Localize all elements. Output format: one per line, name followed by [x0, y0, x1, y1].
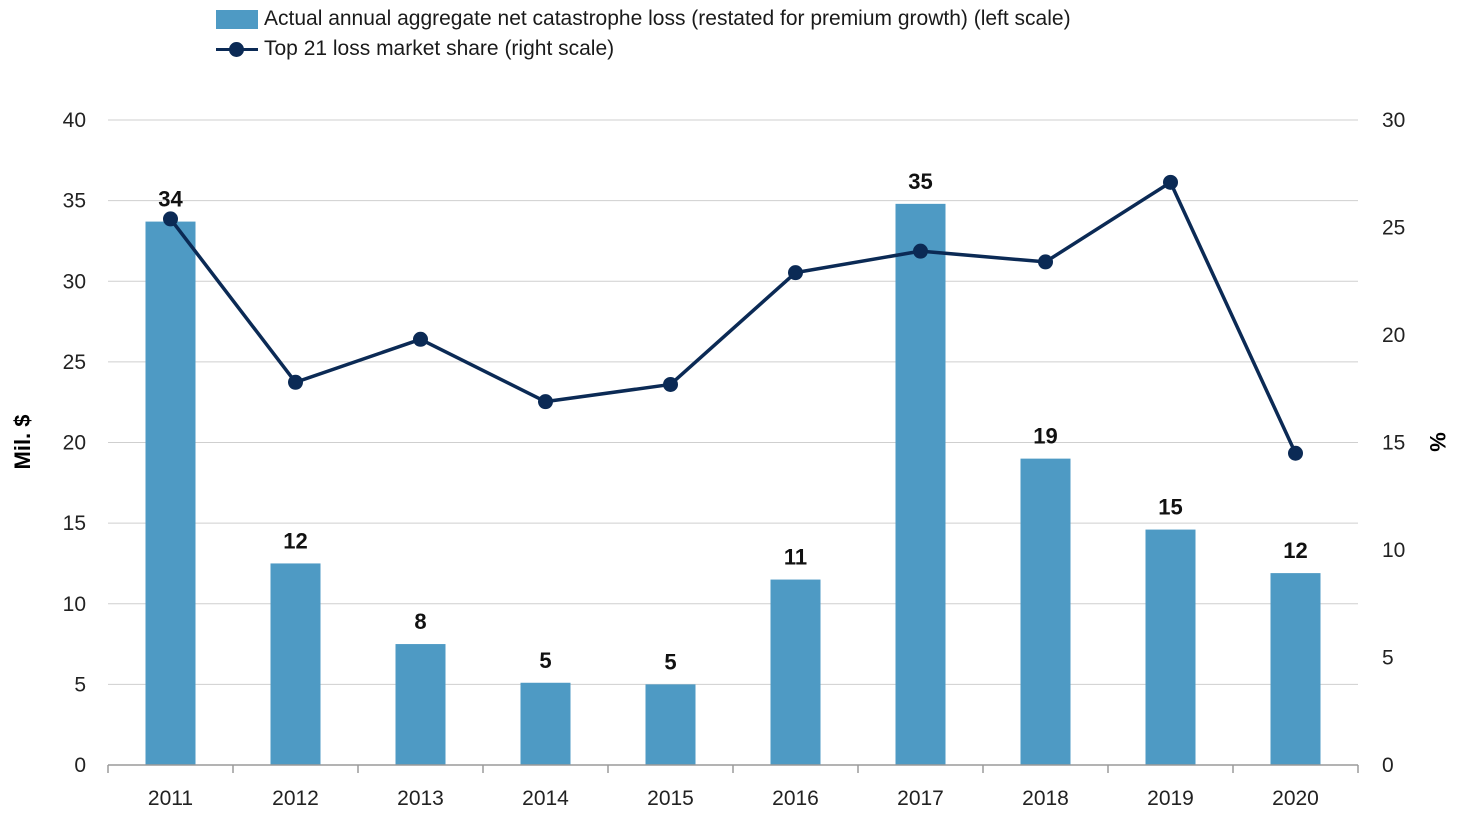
x-tick-label: 2018	[1022, 787, 1069, 810]
x-tick-label: 2011	[148, 787, 193, 810]
bar-data-label: 19	[1033, 424, 1057, 449]
y2-tick-label: 10	[1382, 539, 1405, 562]
x-tick-label: 2016	[772, 787, 819, 810]
bar-data-label: 12	[1283, 538, 1307, 563]
y-tick-label: 0	[74, 754, 86, 777]
y2-tick-label: 5	[1382, 647, 1394, 670]
line-point	[538, 394, 553, 410]
bar	[895, 203, 946, 766]
bar-data-label: 15	[1158, 495, 1182, 520]
x-tick-label: 2019	[1147, 787, 1194, 810]
y-tick-label: 30	[63, 270, 86, 293]
bar	[1270, 573, 1321, 765]
axes: 0 5 10 15 20 25 30 35 40 0 5 10 15 20 25 30 2011 2012 2013…	[63, 109, 1406, 810]
line-point	[288, 374, 303, 390]
line-marker-icon	[216, 40, 258, 59]
bar	[1020, 458, 1071, 765]
bar-data-label: 8	[414, 609, 426, 634]
bar	[770, 579, 821, 765]
bar	[645, 684, 696, 765]
y2-tick-label: 20	[1382, 324, 1405, 347]
y2-tick-label: 0	[1382, 754, 1394, 777]
y2-tick-label: 15	[1382, 432, 1405, 455]
bar-swatch-icon	[216, 9, 258, 29]
legend-bar-label: Actual annual aggregate net catastrophe …	[264, 7, 1071, 30]
y-axis-title: Mil. $	[10, 414, 35, 469]
bar	[1145, 529, 1196, 765]
bar	[145, 221, 196, 765]
y-tick-label: 15	[63, 512, 86, 535]
y-tick-label: 35	[63, 190, 86, 213]
y-tick-label: 20	[63, 432, 86, 455]
line-series	[163, 174, 1303, 461]
y2-tick-label: 30	[1382, 109, 1405, 132]
bar-data-label: 34	[158, 187, 183, 212]
bar-data-label: 11	[784, 545, 807, 570]
series-line	[169, 180, 1298, 454]
bar-data-label: 5	[664, 649, 676, 674]
bar-data-label: 12	[283, 528, 307, 553]
x-tick-label: 2020	[1272, 787, 1319, 810]
gridlines	[108, 119, 1358, 685]
bar-data-label: 35	[908, 169, 932, 194]
y-tick-label: 40	[63, 109, 86, 132]
x-tick-label: 2017	[897, 787, 944, 810]
x-tick-label: 2014	[522, 787, 569, 810]
line-point	[163, 211, 178, 227]
legend: Actual annual aggregate net catastrophe …	[216, 4, 1071, 64]
legend-item-bar[interactable]: Actual annual aggregate net catastrophe …	[216, 4, 1071, 34]
legend-item-line[interactable]: Top 21 loss market share (right scale)	[216, 34, 1071, 64]
bar	[395, 644, 446, 765]
x-tick-label: 2015	[647, 787, 694, 810]
line-point	[1163, 174, 1178, 190]
line-point	[1038, 254, 1053, 270]
y-tick-label: 25	[63, 351, 86, 374]
y2-axis-title: %	[1425, 432, 1450, 452]
bar-data-label: 5	[539, 648, 551, 673]
line-point	[788, 265, 803, 281]
bar	[270, 563, 321, 765]
line-point	[1288, 445, 1303, 461]
x-tick-label: 2013	[397, 787, 444, 810]
bar-series	[145, 203, 1321, 766]
legend-line-label: Top 21 loss market share (right scale)	[264, 37, 615, 60]
line-point	[413, 331, 428, 347]
data-labels: 34 12 8 5 5 11 35 19 15 12	[158, 169, 1307, 675]
y-tick-label: 5	[74, 673, 86, 696]
y2-tick-label: 25	[1382, 217, 1405, 240]
x-tick-label: 2012	[272, 787, 319, 810]
y-tick-label: 10	[63, 593, 86, 616]
line-point	[663, 376, 678, 392]
bar	[520, 682, 571, 765]
line-point	[913, 243, 928, 259]
